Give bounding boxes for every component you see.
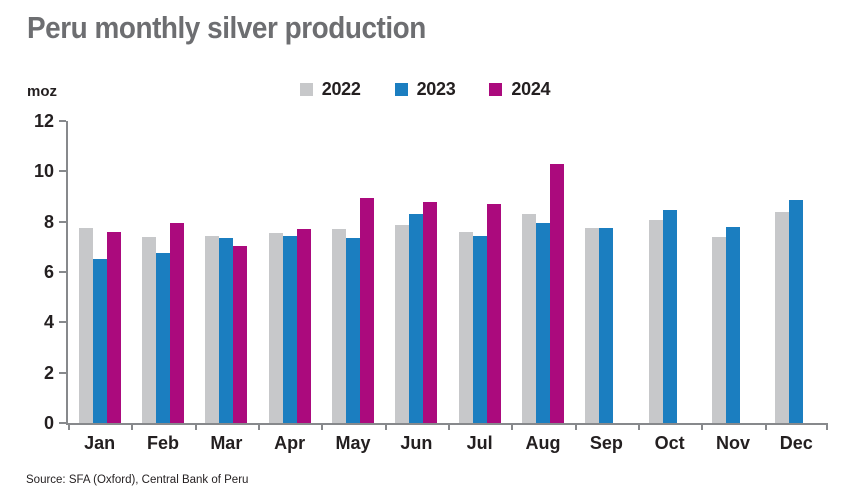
bar-2023-dec — [789, 200, 804, 423]
bar-2023-jun — [409, 214, 424, 423]
bar-group-feb — [131, 121, 194, 423]
x-axis-label-nov: Nov — [715, 433, 750, 453]
bar-2022-jun — [395, 225, 410, 423]
y-axis-tick — [59, 220, 66, 223]
bar-2022-oct — [648, 220, 663, 423]
bar-2022-may — [331, 229, 346, 423]
y-axis-tick-label: 4 — [43, 312, 54, 333]
y-axis-tick-label: 6 — [43, 262, 54, 282]
x-axis-label-sep: Sep — [589, 433, 623, 453]
x-axis-label-dec: Dec — [779, 433, 813, 453]
bar-2022-jul — [458, 231, 473, 423]
bar-2024-jul — [486, 204, 501, 423]
y-axis-tick — [59, 120, 66, 122]
legend-item-2022: 2022 — [299, 79, 361, 100]
bar-2024-feb — [169, 222, 184, 423]
bar-group-aug — [511, 121, 574, 423]
bar-2022-sep — [585, 227, 600, 423]
y-axis-tick-label: 12 — [33, 111, 54, 131]
bar-2024-jan — [106, 231, 121, 423]
bar-group-jan — [68, 121, 131, 423]
x-axis-tick — [321, 423, 324, 430]
bar-group-dec — [765, 121, 828, 423]
bar-2022-apr — [268, 233, 283, 423]
bar-group-oct — [638, 121, 701, 423]
legend-label: 2022 — [321, 79, 361, 99]
bar-2023-feb — [155, 253, 170, 423]
x-axis-tick — [131, 423, 134, 430]
x-axis-tick — [764, 423, 767, 430]
x-axis-tick — [826, 423, 828, 430]
x-axis-label-jan: Jan — [84, 433, 116, 453]
bar-2023-sep — [599, 227, 614, 423]
y-axis-tick-label: 2 — [43, 362, 54, 383]
x-axis-tick — [384, 423, 387, 430]
y-axis-tick-label: 0 — [43, 413, 54, 433]
x-axis-tick — [194, 423, 197, 430]
bar-group-sep — [575, 121, 638, 423]
chart-legend: 2022 2023 2024 — [0, 79, 850, 100]
x-axis-label-apr: Apr — [274, 433, 306, 453]
bar-2024-may — [359, 197, 374, 423]
source-note: Source: SFA (Oxford), Central Bank of Pe… — [26, 474, 249, 486]
y-axis-tick-label: 8 — [43, 211, 54, 232]
bar-2023-oct — [662, 210, 677, 423]
bar-2023-nov — [725, 226, 740, 423]
x-axis-tick — [511, 423, 514, 430]
x-axis-label-may: May — [335, 433, 371, 453]
y-axis-tick — [59, 422, 66, 424]
bar-group-mar — [195, 121, 258, 423]
bar-group-nov — [701, 121, 764, 423]
y-axis-tick-label: 10 — [33, 161, 54, 182]
bar-2023-jan — [92, 259, 107, 423]
y-axis-tick — [59, 170, 66, 173]
bar-group-jul — [448, 121, 511, 423]
x-axis-label-jul: Jul — [466, 433, 493, 453]
bar-2023-mar — [219, 238, 234, 423]
x-axis-tick — [68, 423, 70, 430]
plot-area: 0 2 4 6 8 10 12 Jan Feb Mar Apr May Jun Jul Aug Sep Oct N… — [34, 111, 828, 453]
bar-2023-jul — [472, 235, 487, 423]
legend-swatch-icon — [299, 83, 313, 96]
x-axis-label-mar: Mar — [210, 433, 243, 453]
bar-2022-jan — [78, 227, 93, 423]
legend-swatch-icon — [394, 83, 408, 96]
x-axis-tick — [701, 423, 704, 430]
x-axis-tick — [258, 423, 260, 430]
x-axis-label-jun: Jun — [400, 433, 433, 453]
legend-label: 2024 — [511, 79, 551, 99]
x-axis-label-feb: Feb — [146, 433, 179, 453]
bar-2022-aug — [521, 214, 536, 423]
bar-2024-jun — [423, 201, 438, 423]
bar-2022-dec — [775, 211, 790, 423]
y-axis-tick — [59, 321, 66, 324]
legend-swatch-icon — [489, 83, 503, 96]
legend-label: 2023 — [416, 79, 456, 99]
legend-item-2024: 2024 — [489, 79, 551, 100]
chart-title: Peru monthly silver production — [27, 10, 426, 45]
x-axis-label-aug: Aug — [525, 433, 561, 453]
bar-2023-may — [345, 238, 360, 423]
bar-2024-mar — [233, 245, 248, 423]
x-axis-tick — [638, 423, 640, 430]
x-axis-tick — [448, 423, 450, 430]
bar-group-may — [321, 121, 384, 423]
y-axis-tick — [59, 371, 66, 374]
x-axis-label-oct: Oct — [654, 433, 685, 453]
bar-group-apr — [258, 121, 321, 423]
x-axis-tick — [574, 423, 577, 430]
bar-2024-apr — [296, 229, 311, 423]
y-axis-unit-label: moz — [27, 83, 57, 100]
bar-2022-feb — [141, 236, 156, 423]
bar-2022-nov — [711, 236, 726, 423]
bar-group-jun — [385, 121, 448, 423]
bar-2024-aug — [549, 163, 564, 423]
bar-2022-mar — [205, 235, 220, 423]
legend-item-2023: 2023 — [394, 79, 456, 100]
bar-2023-aug — [535, 222, 550, 423]
y-axis-tick — [59, 271, 66, 273]
bar-2023-apr — [282, 235, 297, 423]
